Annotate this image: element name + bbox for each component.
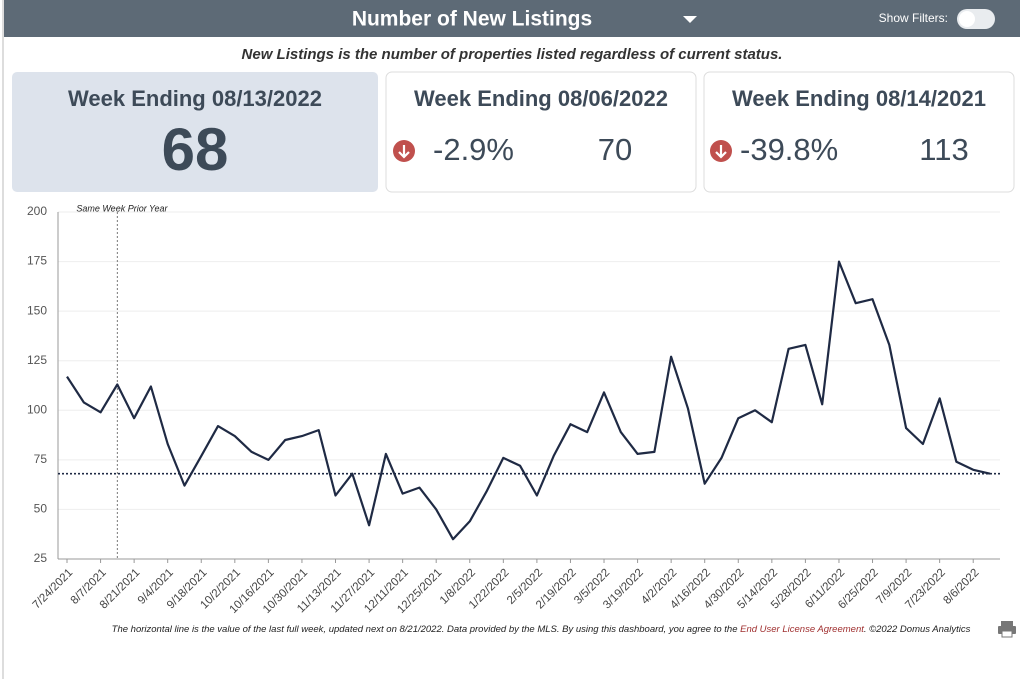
data-line [66,260,991,541]
card-change: -39.8% [740,132,838,167]
card-title: Week Ending 08/06/2022 [414,86,668,111]
y-tick-label: 175 [27,254,47,268]
y-tick-label: 50 [34,502,48,516]
footer: The horizontal line is the value of the … [112,624,971,635]
card-title: Week Ending 08/14/2021 [732,86,986,111]
y-tick-label: 75 [34,452,48,466]
footer-text: The horizontal line is the value of the … [112,624,740,635]
print-icon[interactable] [998,621,1016,638]
card-title: Week Ending 08/13/2022 [68,86,322,111]
y-tick-label: 150 [27,303,47,317]
y-tick-label: 125 [27,353,47,367]
annotation-text: Same Week Prior Year [76,203,168,213]
toggle-knob [959,11,975,27]
down-arrow [715,145,727,159]
subtitle: New Listings is the number of properties… [242,46,783,63]
card [12,72,378,192]
card-value: 113 [919,132,968,167]
footer-suffix: . ©2022 Domus Analytics [864,624,971,635]
dropdown-arrow[interactable] [683,16,697,23]
down-arrow [398,145,410,159]
card-value: 70 [598,132,632,167]
header-bar [4,0,1020,37]
y-tick-label: 25 [34,551,48,565]
license-link[interactable]: End User License Agreement [740,624,864,635]
card-change: -2.9% [433,132,514,167]
card [385,71,697,193]
card [703,71,1015,193]
header-title: Number of New Listings [352,8,592,31]
y-tick-label: 200 [27,204,47,218]
card-value: 68 [162,116,229,183]
y-tick-label: 100 [27,402,47,416]
filters-label: Show Filters: [879,11,948,25]
